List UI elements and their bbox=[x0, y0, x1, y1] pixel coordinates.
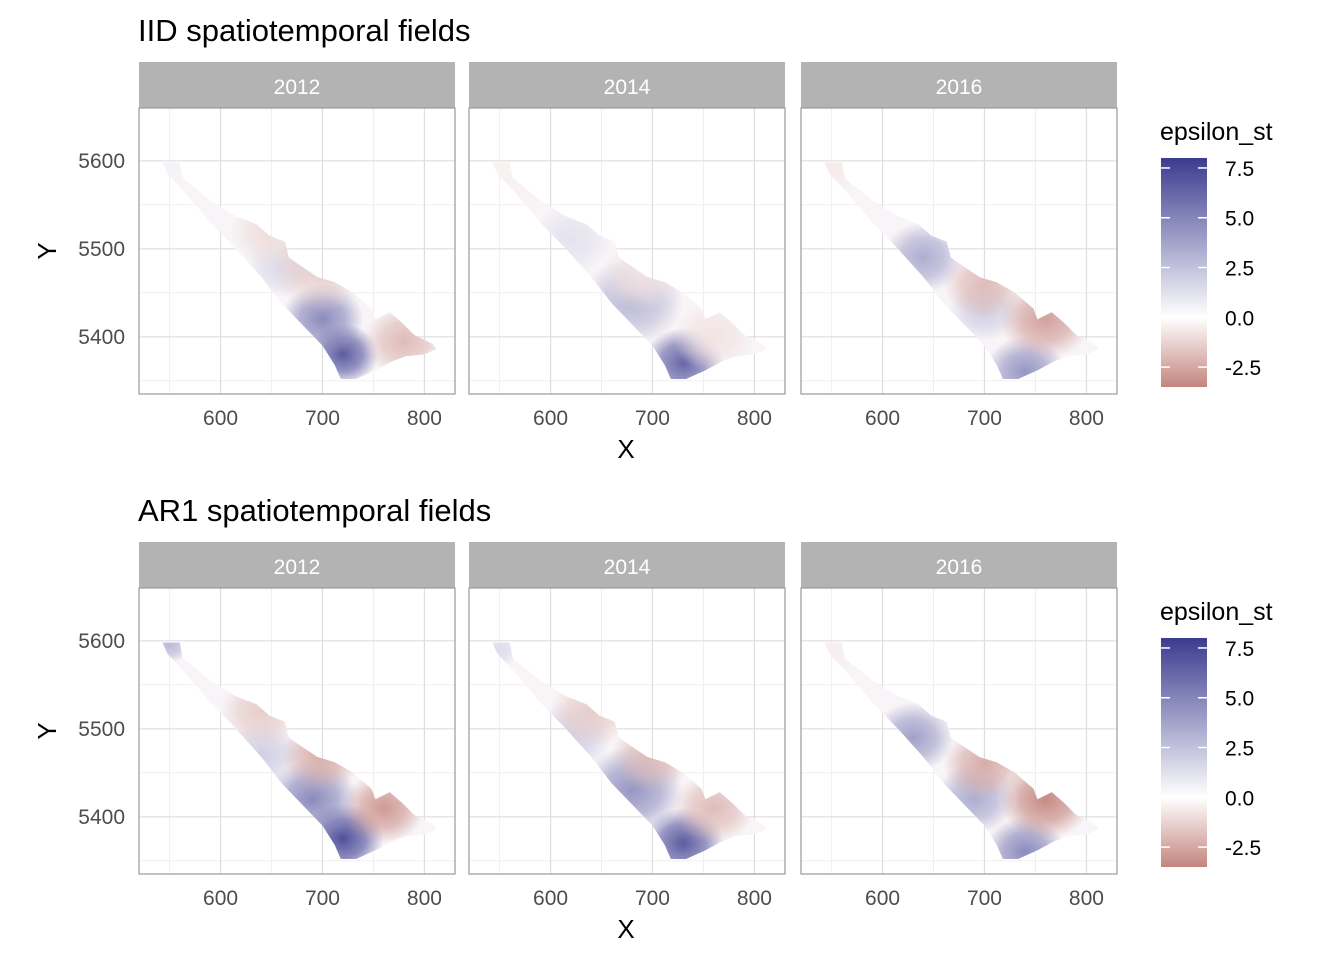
x-tick-label: 700 bbox=[635, 407, 670, 430]
legend-label: 7.5 bbox=[1225, 158, 1254, 181]
epsilon-field bbox=[824, 162, 1099, 380]
legend-title: epsilon_st bbox=[1160, 118, 1273, 146]
field-anomaly bbox=[342, 772, 425, 844]
panel-border bbox=[468, 107, 786, 395]
facet-strip bbox=[139, 62, 455, 108]
panel-border bbox=[138, 587, 456, 875]
epsilon-field bbox=[824, 642, 1099, 860]
y-tick-label: 5400 bbox=[78, 806, 125, 829]
field-anomaly bbox=[220, 676, 303, 747]
chart-title: IID spatiotemporal fields bbox=[138, 13, 471, 48]
facet-panel-2014: 2014 600 700 800 bbox=[468, 62, 786, 430]
facet-label: 2014 bbox=[604, 556, 651, 579]
facet-strip bbox=[801, 542, 1117, 588]
facet-panel-2012: 2012 600 700 800 5400 5500 5600 bbox=[78, 542, 456, 910]
field-anomaly bbox=[824, 642, 863, 676]
x-axis-title: X bbox=[617, 434, 634, 464]
field-anomaly bbox=[999, 279, 1092, 359]
x-tick-label: 700 bbox=[305, 887, 340, 910]
x-tick-label: 800 bbox=[1069, 407, 1104, 430]
legend-label: 5.0 bbox=[1225, 688, 1254, 711]
x-tick-label: 700 bbox=[967, 887, 1002, 910]
y-axis-title: Y bbox=[32, 242, 62, 259]
facet-strip bbox=[469, 542, 785, 588]
color-legend: epsilon_st 7.5 5.0 2.5 0.0 -2.5 bbox=[1160, 118, 1273, 387]
facet-label: 2012 bbox=[274, 76, 321, 99]
y-tick-label: 5600 bbox=[78, 630, 125, 653]
legend-colorbar bbox=[1161, 638, 1207, 867]
field-anomaly bbox=[672, 301, 755, 372]
color-legend: epsilon_st 7.5 5.0 2.5 0.0 -2.5 bbox=[1160, 598, 1273, 867]
y-tick-label: 5500 bbox=[78, 718, 125, 741]
field-anomaly bbox=[824, 162, 863, 197]
epsilon-field bbox=[492, 642, 767, 860]
facet-strip bbox=[139, 542, 455, 588]
field-anomaly bbox=[530, 204, 612, 276]
panel-border bbox=[800, 107, 1118, 395]
field-anomaly bbox=[162, 642, 190, 663]
x-tick-label: 600 bbox=[203, 887, 238, 910]
field-anomaly bbox=[363, 306, 437, 377]
facet-label: 2014 bbox=[604, 76, 651, 99]
facet-strip bbox=[469, 62, 785, 108]
x-tick-label: 600 bbox=[533, 407, 568, 430]
field-anomaly bbox=[672, 772, 755, 844]
legend-label: 5.0 bbox=[1225, 208, 1254, 231]
epsilon-field bbox=[162, 642, 437, 860]
x-tick-label: 800 bbox=[407, 407, 442, 430]
facet-label: 2016 bbox=[936, 76, 983, 99]
epsilon-field bbox=[492, 162, 767, 380]
chart-title: AR1 spatiotemporal fields bbox=[138, 493, 491, 528]
x-tick-label: 700 bbox=[635, 887, 670, 910]
x-tick-label: 800 bbox=[737, 407, 772, 430]
y-tick-label: 5500 bbox=[78, 238, 125, 261]
x-tick-label: 600 bbox=[865, 407, 900, 430]
legend-label: 0.0 bbox=[1225, 307, 1254, 330]
field-anomaly bbox=[492, 642, 520, 668]
facet-label: 2016 bbox=[936, 556, 983, 579]
panel-border bbox=[800, 587, 1118, 875]
field-anomaly bbox=[492, 162, 551, 214]
y-tick-label: 5600 bbox=[78, 150, 125, 173]
x-tick-label: 800 bbox=[1069, 887, 1104, 910]
x-axis-title: X bbox=[617, 914, 634, 944]
facet-label: 2012 bbox=[274, 556, 321, 579]
y-tick-label: 5400 bbox=[78, 326, 125, 349]
epsilon-field bbox=[162, 162, 437, 380]
facet-strip bbox=[801, 62, 1117, 108]
panel-border bbox=[138, 107, 456, 395]
x-tick-label: 600 bbox=[203, 407, 238, 430]
field-anomaly bbox=[999, 759, 1092, 839]
y-axis-title: Y bbox=[32, 722, 62, 739]
legend-label: -2.5 bbox=[1225, 357, 1261, 380]
legend-title: epsilon_st bbox=[1160, 598, 1273, 626]
legend-label: -2.5 bbox=[1225, 837, 1261, 860]
x-tick-label: 700 bbox=[967, 407, 1002, 430]
field-anomaly bbox=[872, 702, 954, 773]
facet-panel-2014: 2014 600 700 800 bbox=[468, 542, 786, 910]
x-tick-label: 600 bbox=[865, 887, 900, 910]
x-tick-label: 800 bbox=[737, 887, 772, 910]
legend-label: 2.5 bbox=[1225, 258, 1254, 281]
panel-border bbox=[468, 587, 786, 875]
facet-panel-2016: 2016 600 700 800 bbox=[800, 542, 1118, 910]
legend-label: 2.5 bbox=[1225, 738, 1254, 761]
facet-panel-2012: 2012 600 700 800 5400 5500 5600 bbox=[78, 62, 456, 430]
legend-label: 0.0 bbox=[1225, 787, 1254, 810]
field-anomaly bbox=[601, 240, 684, 311]
x-tick-label: 600 bbox=[533, 887, 568, 910]
legend-label: 7.5 bbox=[1225, 638, 1254, 661]
x-tick-label: 800 bbox=[407, 887, 442, 910]
field-anomaly bbox=[550, 676, 633, 747]
x-tick-label: 700 bbox=[305, 407, 340, 430]
facet-panel-2016: 2016 600 700 800 bbox=[800, 62, 1118, 430]
legend-colorbar bbox=[1161, 158, 1207, 387]
